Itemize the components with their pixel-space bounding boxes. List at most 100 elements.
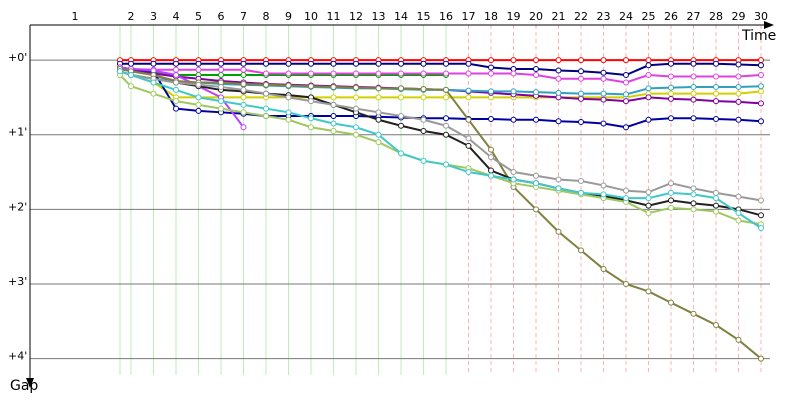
x-tick-label: 18 (484, 10, 498, 23)
data-point (218, 98, 224, 105)
data-point (645, 202, 652, 209)
data-point (578, 57, 584, 64)
data-point (375, 131, 382, 138)
data-point (353, 94, 359, 101)
series-line (119, 70, 762, 229)
data-point (510, 70, 517, 77)
data-point (488, 172, 494, 179)
data-point (330, 83, 337, 90)
data-point (690, 73, 697, 80)
x-tick-label: 28 (709, 10, 723, 23)
data-point (690, 90, 697, 97)
y-tick-label: +0' (8, 51, 27, 64)
data-point (623, 98, 629, 105)
data-point (398, 60, 404, 67)
data-point (285, 94, 292, 101)
data-point (668, 180, 674, 187)
data-point (735, 210, 742, 217)
x-tick-label: 16 (439, 10, 453, 23)
data-point (623, 195, 629, 202)
x-tick-label: 17 (462, 10, 476, 23)
y-arrow (26, 378, 34, 388)
data-point (218, 60, 224, 67)
data-point (645, 62, 652, 69)
x-tick-label: 5 (195, 10, 202, 23)
data-point (668, 197, 674, 204)
series-line (119, 68, 762, 360)
data-point (240, 72, 247, 78)
data-point (668, 189, 674, 196)
data-point (353, 60, 359, 67)
x-tick-label: 4 (173, 10, 180, 23)
x-arrow (764, 21, 774, 29)
data-point (240, 60, 247, 67)
data-point (510, 116, 517, 123)
data-point (308, 60, 314, 67)
data-point (398, 94, 404, 101)
x-tick-label: 11 (327, 10, 341, 23)
data-point (398, 150, 404, 157)
x-tick-label: 26 (664, 10, 678, 23)
data-point (735, 83, 742, 90)
data-point (645, 189, 652, 196)
data-point (735, 116, 742, 123)
data-point (173, 98, 179, 105)
data-point (758, 88, 764, 95)
data-point (555, 176, 562, 183)
data-point (443, 122, 449, 129)
data-point (420, 127, 427, 134)
data-point (623, 57, 629, 64)
x-tick-label: 15 (417, 10, 431, 23)
y-axis-label: Gap (10, 378, 38, 394)
data-point (533, 89, 539, 96)
data-point (308, 124, 314, 131)
data-point (533, 172, 539, 179)
data-point (218, 105, 224, 112)
data-point (668, 115, 674, 122)
data-point (398, 70, 404, 77)
data-point (600, 191, 607, 198)
data-point (263, 70, 269, 77)
data-point (398, 85, 404, 92)
data-point (713, 83, 719, 90)
data-point (533, 57, 539, 64)
data-point (150, 60, 157, 67)
data-point (713, 98, 719, 105)
data-point (195, 101, 202, 108)
series-line (119, 66, 762, 84)
x-tick-label: 13 (372, 10, 386, 23)
data-point (668, 95, 674, 102)
data-point (465, 135, 472, 142)
data-point (578, 119, 584, 126)
data-point (195, 107, 202, 114)
x-tick-label: 1 (72, 10, 79, 23)
data-point (555, 75, 562, 82)
data-point (465, 169, 472, 176)
y-tick-label: +1' (8, 126, 27, 139)
y-tick-label: +2' (8, 200, 27, 213)
data-point (623, 124, 629, 131)
data-point (285, 109, 292, 116)
data-point (555, 67, 562, 74)
data-point (533, 116, 539, 123)
data-point (600, 90, 607, 97)
x-tick-label: 23 (597, 10, 611, 23)
x-tick-label: 6 (218, 10, 225, 23)
data-point (353, 105, 359, 112)
data-point (308, 83, 314, 90)
data-point (735, 98, 742, 105)
data-point (668, 299, 674, 306)
data-point (533, 66, 539, 73)
data-point (690, 96, 697, 103)
data-point (690, 115, 697, 122)
x-tick-label: 24 (619, 10, 633, 23)
data-point (690, 191, 697, 198)
data-point (443, 70, 449, 77)
data-point (735, 336, 742, 343)
x-axis-label: Time (741, 28, 776, 44)
data-point (195, 94, 202, 101)
data-point (465, 60, 472, 67)
data-point (353, 124, 359, 131)
series-line (119, 70, 762, 99)
data-point (600, 75, 607, 82)
